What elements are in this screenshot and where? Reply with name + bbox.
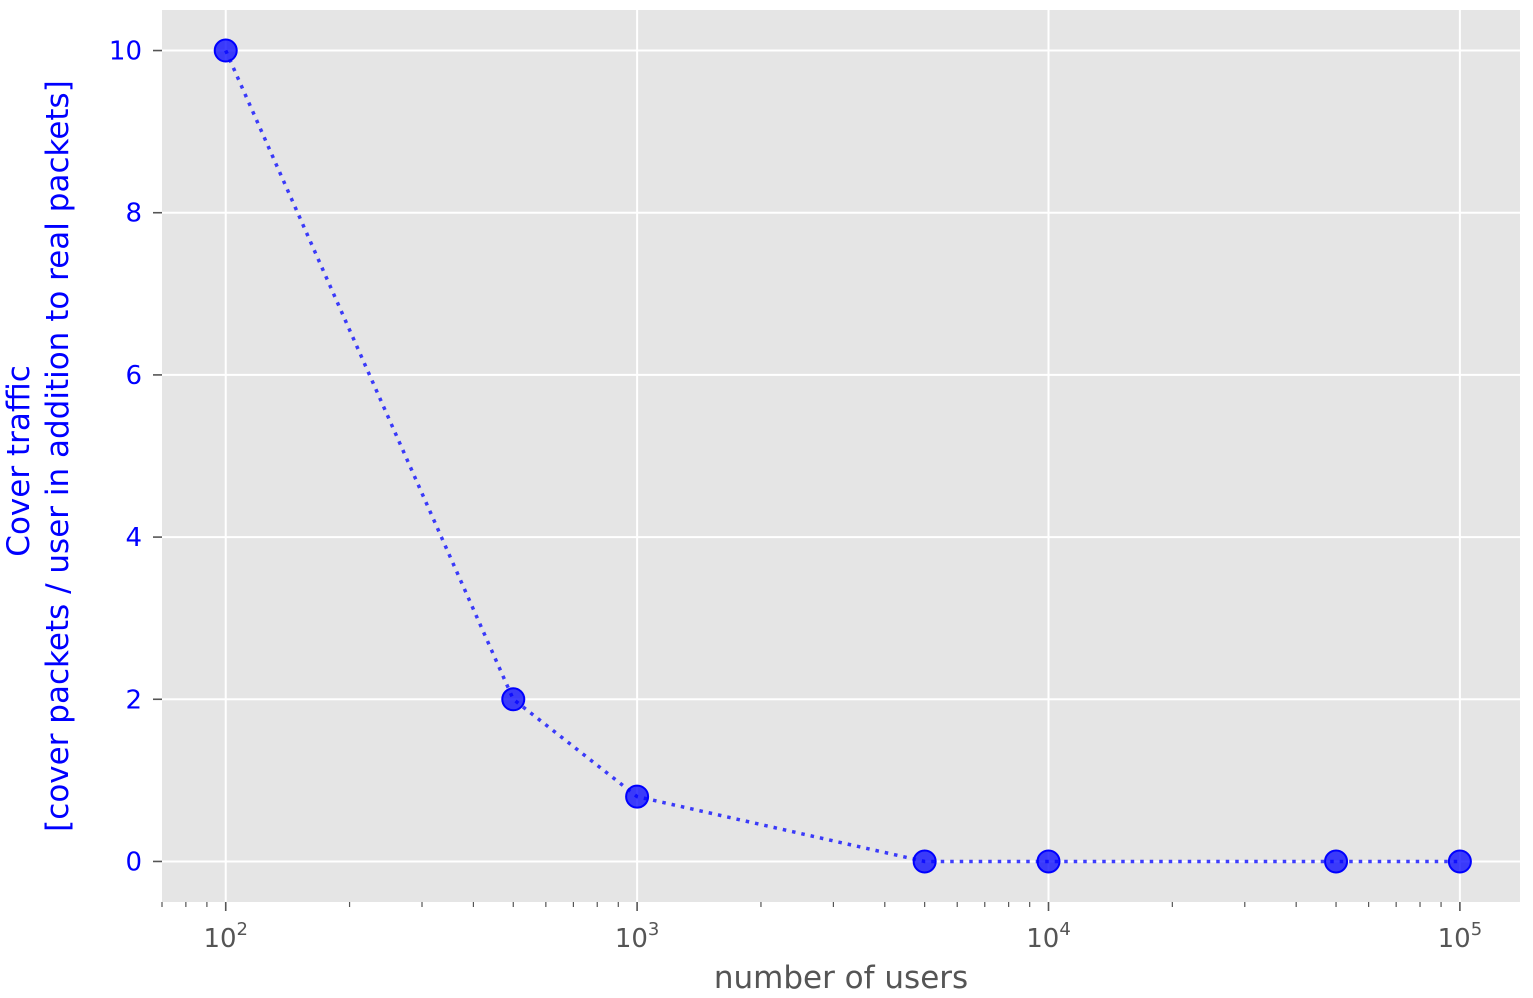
data-point [213,38,238,63]
x-tick-label: 103 [615,919,660,954]
series-layer [213,38,1472,874]
data-point [625,784,650,809]
y-tick-label: 6 [125,361,142,391]
y-tick-label: 0 [125,847,142,877]
data-point [501,687,526,712]
x-axis-ticks: 102 103 104 105 [161,902,1483,954]
y-axis-label-line-1: Cover traffic [1,365,37,557]
y-tick-label: 4 [125,523,142,553]
x-tick-label-base: 10 [1026,924,1059,954]
x-tick-label-exponent: 4 [1059,919,1070,940]
y-tick-label: 2 [125,685,142,715]
data-point [1324,849,1349,874]
x-tick-label-base: 10 [203,924,236,954]
plot-background [162,10,1520,902]
data-point [912,849,937,874]
x-tick-label-base: 10 [1438,924,1471,954]
x-tick-label-exponent: 3 [648,919,659,940]
y-tick-label: 8 [125,199,142,229]
y-axis-label-line-2: [cover packets / user in addition to rea… [40,80,76,832]
x-tick-label: 102 [203,919,248,954]
y-tick-label: 10 [109,37,142,67]
x-axis-label: number of users [714,960,968,994]
x-tick-label: 104 [1026,919,1071,954]
x-tick-label-exponent: 2 [237,919,248,940]
data-point [1447,849,1472,874]
grid-lines [162,10,1520,902]
x-tick-label-base: 10 [615,924,648,954]
y-axis-ticks: 0 2 4 6 8 10 [109,37,162,877]
x-tick-label: 105 [1438,919,1483,954]
data-point [1036,849,1061,874]
x-tick-label-exponent: 5 [1471,919,1482,940]
y-axis-label: Cover traffic [cover packets / user in a… [1,80,76,832]
